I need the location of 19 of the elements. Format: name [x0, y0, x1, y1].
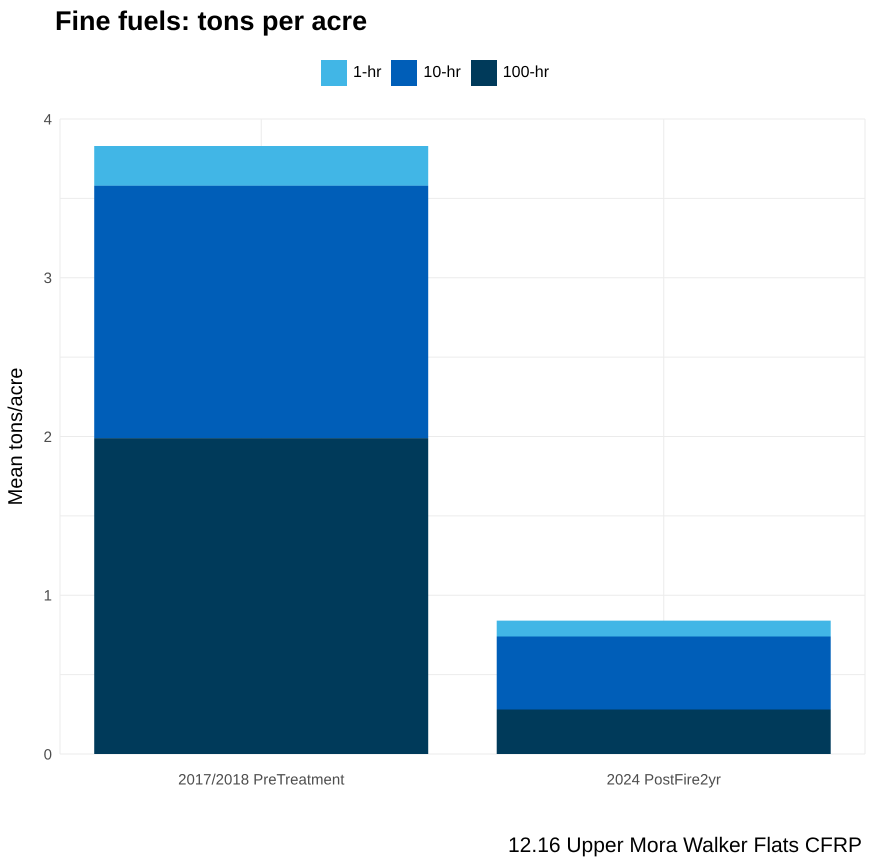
- legend-label: 1-hr: [352, 63, 382, 83]
- chart-title: Fine fuels: tons per acre: [55, 6, 368, 37]
- y-axis-title: Mean tons/acre: [5, 368, 28, 506]
- bar: [496, 636, 831, 710]
- legend-label: 100-hr: [502, 63, 550, 83]
- bar: [94, 438, 428, 754]
- bar: [94, 146, 428, 186]
- x-tick-label: 2024 PostFire2yr: [606, 772, 721, 789]
- bar: [496, 710, 831, 754]
- text: 12.16 Upper Mora Walker Flats CFRP: [508, 834, 862, 858]
- y-tick-label: 3: [44, 270, 52, 288]
- bar: [496, 620, 831, 637]
- x-tick-label: 2017/2018 PreTreatment: [178, 772, 346, 789]
- y-tick-label: 1: [44, 588, 52, 605]
- bar: [94, 186, 428, 438]
- y-tick-label: 2: [44, 428, 52, 446]
- y-tick-label: 4: [44, 111, 52, 128]
- y-tick-label: 0: [44, 746, 52, 764]
- legend-label: 10-hr: [423, 63, 461, 83]
